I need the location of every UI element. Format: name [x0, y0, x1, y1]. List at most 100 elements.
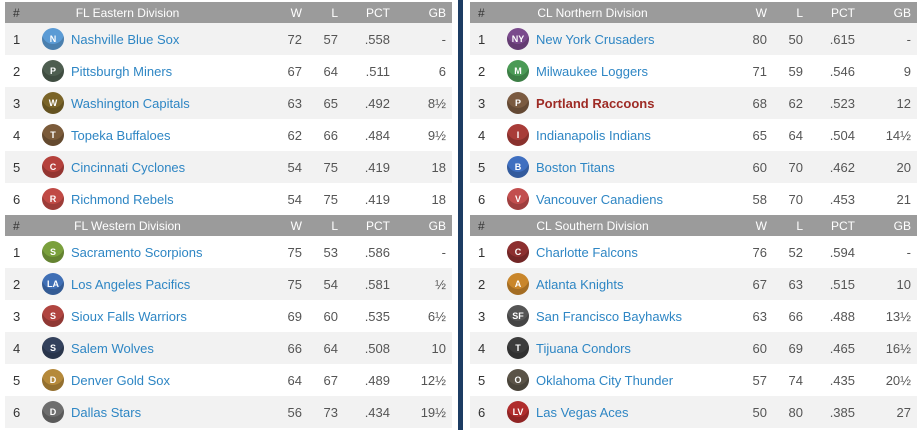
team-logo-icon[interactable]: C [42, 156, 64, 178]
team-rank: 5 [478, 159, 486, 175]
team-row: 3 P Portland Raccoons 68 62 .523 12 [470, 87, 917, 119]
team-logo-icon[interactable]: O [507, 369, 529, 391]
team-logo-icon[interactable]: N [42, 28, 64, 50]
team-games-back: 12 [896, 95, 911, 111]
team-logo-icon[interactable]: T [42, 124, 64, 146]
team-logo-icon[interactable]: D [42, 369, 64, 391]
team-pct: .586 [364, 244, 390, 260]
team-wins: 64 [287, 372, 302, 388]
rank-column-header: # [13, 218, 20, 233]
pct-column-header: PCT [831, 5, 855, 20]
team-logo-icon[interactable]: SF [507, 305, 529, 327]
team-logo-icon[interactable]: W [42, 92, 64, 114]
team-games-back: 18 [431, 159, 446, 175]
pct-column-header: PCT [366, 218, 390, 233]
team-name-link[interactable]: Oklahoma City Thunder [536, 372, 674, 388]
team-logo-icon[interactable]: P [42, 60, 64, 82]
wins-column-header: W [755, 218, 767, 233]
league-divider [458, 0, 463, 430]
team-wins: 67 [752, 276, 767, 292]
team-name-link[interactable]: Topeka Buffaloes [71, 127, 171, 143]
team-name-link[interactable]: Boston Titans [536, 159, 615, 175]
team-wins: 69 [287, 308, 302, 324]
team-logo-icon[interactable]: LA [42, 273, 64, 295]
team-wins: 67 [287, 63, 302, 79]
team-pct: .594 [829, 244, 855, 260]
team-pct: .419 [364, 191, 390, 207]
team-logo-icon[interactable]: V [507, 188, 529, 210]
team-row: 6 LV Las Vegas Aces 50 80 .385 27 [470, 396, 917, 428]
team-name-link[interactable]: San Francisco Bayhawks [536, 308, 682, 324]
team-pct: .435 [829, 372, 855, 388]
team-games-back: 14½ [885, 127, 911, 143]
team-rank: 1 [478, 31, 486, 47]
team-name-link[interactable]: Dallas Stars [71, 404, 142, 420]
team-rank: 6 [478, 191, 486, 207]
team-logo-icon[interactable]: C [507, 241, 529, 263]
team-row: 1 NY New York Crusaders 80 50 .615 - [470, 23, 917, 55]
team-games-back: 8½ [427, 95, 446, 111]
team-name-link[interactable]: Pittsburgh Miners [71, 63, 173, 79]
team-name-link[interactable]: Indianapolis Indians [536, 127, 651, 143]
team-games-back: 27 [896, 404, 911, 420]
team-logo-icon[interactable]: I [507, 124, 529, 146]
team-rank: 1 [13, 31, 21, 47]
team-rank: 2 [13, 276, 21, 292]
team-pct: .385 [829, 404, 855, 420]
team-name-link[interactable]: New York Crusaders [536, 31, 655, 47]
team-logo-icon[interactable]: R [42, 188, 64, 210]
team-games-back: 9 [903, 63, 911, 79]
team-losses: 60 [323, 308, 338, 324]
division-title: FL Eastern Division [75, 5, 180, 20]
team-name-link[interactable]: Las Vegas Aces [536, 404, 629, 420]
team-name-link[interactable]: Los Angeles Pacifics [71, 276, 191, 292]
team-pct: .434 [364, 404, 390, 420]
team-pct: .488 [829, 308, 855, 324]
team-row: 5 C Cincinnati Cyclones 54 75 .419 18 [5, 151, 452, 183]
table-header: # CL Southern Division W L PCT GB [470, 215, 917, 236]
team-name-link[interactable]: Tijuana Condors [536, 340, 631, 356]
left-league-column: # FL Eastern Division W L PCT GB 1 N Nas… [5, 2, 452, 430]
team-name-link[interactable]: Portland Raccoons [536, 95, 655, 111]
team-pct: .492 [364, 95, 390, 111]
team-losses: 73 [323, 404, 338, 420]
team-logo-icon[interactable]: A [507, 273, 529, 295]
team-name-link[interactable]: Milwaukee Loggers [536, 63, 649, 79]
team-rank: 2 [478, 276, 486, 292]
team-logo-icon[interactable]: NY [507, 28, 529, 50]
team-logo-icon[interactable]: LV [507, 401, 529, 423]
team-name-link[interactable]: Nashville Blue Sox [71, 31, 180, 47]
pct-column-header: PCT [366, 5, 390, 20]
team-row: 2 A Atlanta Knights 67 63 .515 10 [470, 268, 917, 300]
team-rank: 6 [13, 191, 21, 207]
team-logo-icon[interactable]: B [507, 156, 529, 178]
team-pct: .489 [364, 372, 390, 388]
team-losses: 80 [788, 404, 803, 420]
team-logo-icon[interactable]: S [42, 241, 64, 263]
table-header: # FL Eastern Division W L PCT GB [5, 2, 452, 23]
team-name-link[interactable]: Vancouver Canadiens [536, 191, 663, 207]
losses-column-header: L [331, 5, 338, 20]
team-logo-icon[interactable]: T [507, 337, 529, 359]
team-name-link[interactable]: Salem Wolves [71, 340, 154, 356]
gb-column-header: GB [428, 218, 446, 233]
team-row: 3 SF San Francisco Bayhawks 63 66 .488 1… [470, 300, 917, 332]
team-logo-icon[interactable]: D [42, 401, 64, 423]
team-name-link[interactable]: Washington Capitals [71, 95, 190, 111]
team-logo-icon[interactable]: P [507, 92, 529, 114]
team-losses: 57 [323, 31, 338, 47]
team-name-link[interactable]: Richmond Rebels [71, 191, 174, 207]
team-wins: 72 [287, 31, 302, 47]
team-row: 6 D Dallas Stars 56 73 .434 19½ [5, 396, 452, 428]
team-logo-icon[interactable]: M [507, 60, 529, 82]
team-name-link[interactable]: Sioux Falls Warriors [71, 308, 187, 324]
team-losses: 53 [323, 244, 338, 260]
team-name-link[interactable]: Atlanta Knights [536, 276, 624, 292]
losses-column-header: L [796, 218, 803, 233]
team-name-link[interactable]: Denver Gold Sox [71, 372, 170, 388]
team-logo-icon[interactable]: S [42, 305, 64, 327]
team-name-link[interactable]: Cincinnati Cyclones [71, 159, 186, 175]
team-name-link[interactable]: Charlotte Falcons [536, 244, 638, 260]
team-logo-icon[interactable]: S [42, 337, 64, 359]
team-name-link[interactable]: Sacramento Scorpions [71, 244, 203, 260]
